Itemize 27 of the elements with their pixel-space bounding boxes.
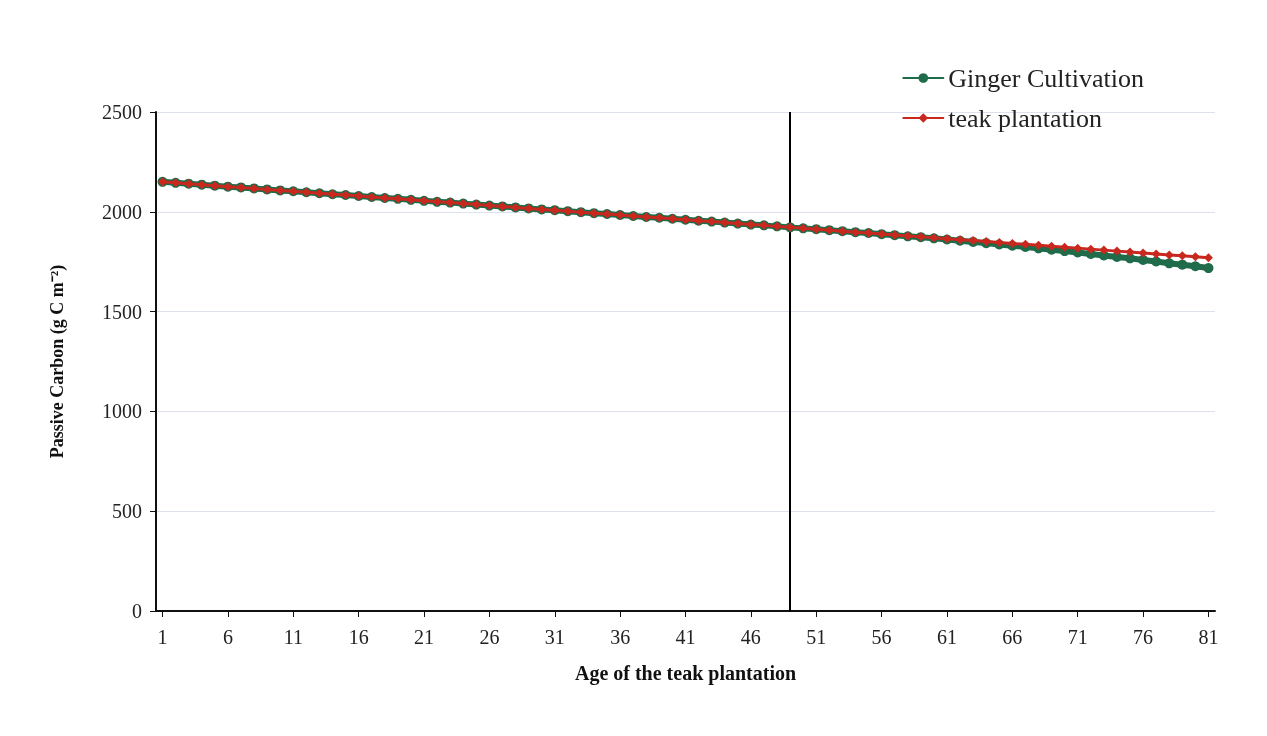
- legend-label: teak plantation: [948, 103, 1103, 133]
- x-tick-label: 76: [1133, 626, 1154, 648]
- x-tick-label: 71: [1067, 626, 1088, 648]
- y-tick-label: 1000: [102, 400, 142, 423]
- y-tick-label: 500: [112, 500, 142, 523]
- x-tick-label: 1: [157, 626, 168, 648]
- x-tick-label: 56: [871, 626, 892, 648]
- x-tick-label: 61: [936, 626, 957, 648]
- y-tick-label: 2500: [102, 101, 142, 123]
- x-axis-title: Age of the teak plantation: [574, 662, 797, 685]
- x-tick-label: 11: [283, 626, 303, 648]
- y-tick-label: 1500: [102, 300, 142, 323]
- x-tick-label: 6: [222, 626, 233, 648]
- x-tick-label: 46: [740, 626, 761, 648]
- x-tick-label: 31: [544, 626, 565, 648]
- x-tick-label: 26: [479, 626, 500, 648]
- x-tick-label: 36: [610, 626, 631, 648]
- x-tick-label: 41: [675, 626, 696, 648]
- x-tick-label: 51: [806, 626, 827, 648]
- x-tick-label: 66: [1002, 626, 1023, 648]
- x-tick-label: 81: [1198, 626, 1219, 648]
- y-axis-title: Passive Carbon (g C m⁻²): [47, 264, 68, 459]
- x-tick-label: 16: [348, 626, 369, 648]
- y-tick-label: 0: [132, 600, 142, 622]
- legend-label: Ginger Cultivation: [948, 63, 1144, 93]
- x-tick-label: 21: [414, 626, 435, 648]
- y-tick-label: 2000: [102, 200, 142, 223]
